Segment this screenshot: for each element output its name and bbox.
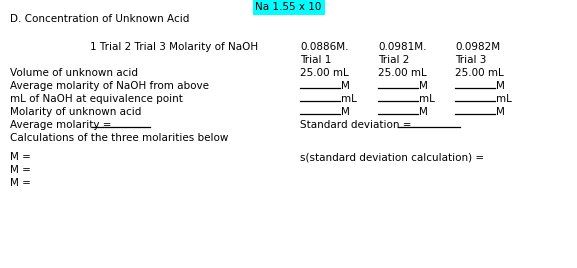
Text: M: M [496,81,505,91]
Text: 0.0982M: 0.0982M [455,42,500,52]
Text: mL: mL [419,94,435,104]
Text: 0.0981M.: 0.0981M. [378,42,426,52]
Text: Calculations of the three molarities below: Calculations of the three molarities bel… [10,133,228,143]
Text: Na 1.55 x 10: Na 1.55 x 10 [255,2,322,12]
Text: Average molarity of NaOH from above: Average molarity of NaOH from above [10,81,209,91]
Text: M: M [341,81,350,91]
Text: M: M [419,107,428,117]
Text: 25.00 mL: 25.00 mL [455,68,504,78]
Text: M =: M = [10,152,31,162]
Text: 1 Trial 2 Trial 3 Molarity of NaOH: 1 Trial 2 Trial 3 Molarity of NaOH [90,42,258,52]
Text: mL: mL [341,94,357,104]
Text: Trial 3: Trial 3 [455,55,486,65]
Text: 0.0886M.: 0.0886M. [300,42,349,52]
Text: M: M [496,107,505,117]
Text: D. Concentration of Unknown Acid: D. Concentration of Unknown Acid [10,14,189,24]
Text: Molarity of unknown acid: Molarity of unknown acid [10,107,141,117]
Text: 25.00 mL: 25.00 mL [378,68,427,78]
Text: M: M [419,81,428,91]
Text: Average molarity =: Average molarity = [10,120,115,130]
Text: mL of NaOH at equivalence point: mL of NaOH at equivalence point [10,94,183,104]
Text: M: M [341,107,350,117]
Text: Volume of unknown acid: Volume of unknown acid [10,68,138,78]
Text: M =: M = [10,165,31,175]
Text: Standard deviation =: Standard deviation = [300,120,415,130]
Text: s(standard deviation calculation) =: s(standard deviation calculation) = [300,152,484,162]
Text: mL: mL [496,94,512,104]
Text: M =: M = [10,178,31,188]
Text: 25.00 mL: 25.00 mL [300,68,349,78]
Text: Trial 1: Trial 1 [300,55,331,65]
Text: Trial 2: Trial 2 [378,55,409,65]
